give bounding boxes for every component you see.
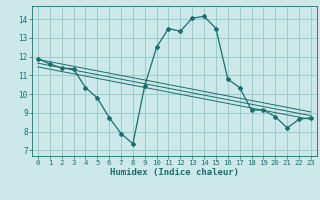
X-axis label: Humidex (Indice chaleur): Humidex (Indice chaleur): [110, 168, 239, 177]
